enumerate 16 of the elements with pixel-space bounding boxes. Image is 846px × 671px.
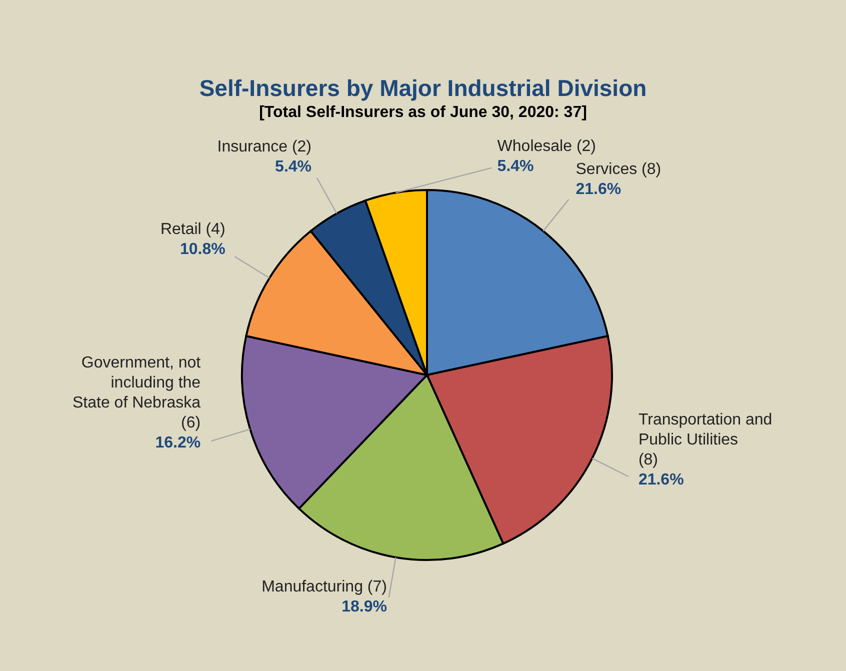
data-label: 21.6% <box>638 472 684 489</box>
slice-label: Government, not including the State of Nebraska (6) <box>72 354 202 432</box>
data-label: 21.6% <box>576 180 622 198</box>
slice-label: Manufacturing (7) <box>262 578 387 596</box>
data-label: 18.9% <box>342 598 387 616</box>
slice-label: Transportation and Public Utilities (8) <box>638 412 772 469</box>
slice-label: Wholesale (2) <box>497 138 596 155</box>
slice-label: Services (8) <box>576 160 662 178</box>
chart-title: Self-Insurers by Major Industrial Division <box>199 75 647 101</box>
data-label: 16.2% <box>155 434 201 452</box>
slice-label: Insurance (2) <box>217 138 312 156</box>
data-label: 5.4% <box>497 158 534 175</box>
data-label: 5.4% <box>275 158 312 176</box>
chart-subtitle: [Total Self-Insurers as of June 30, 2020: 37] <box>259 104 587 121</box>
slice-label: Retail (4) <box>160 220 226 238</box>
data-label: 10.8% <box>180 240 226 258</box>
